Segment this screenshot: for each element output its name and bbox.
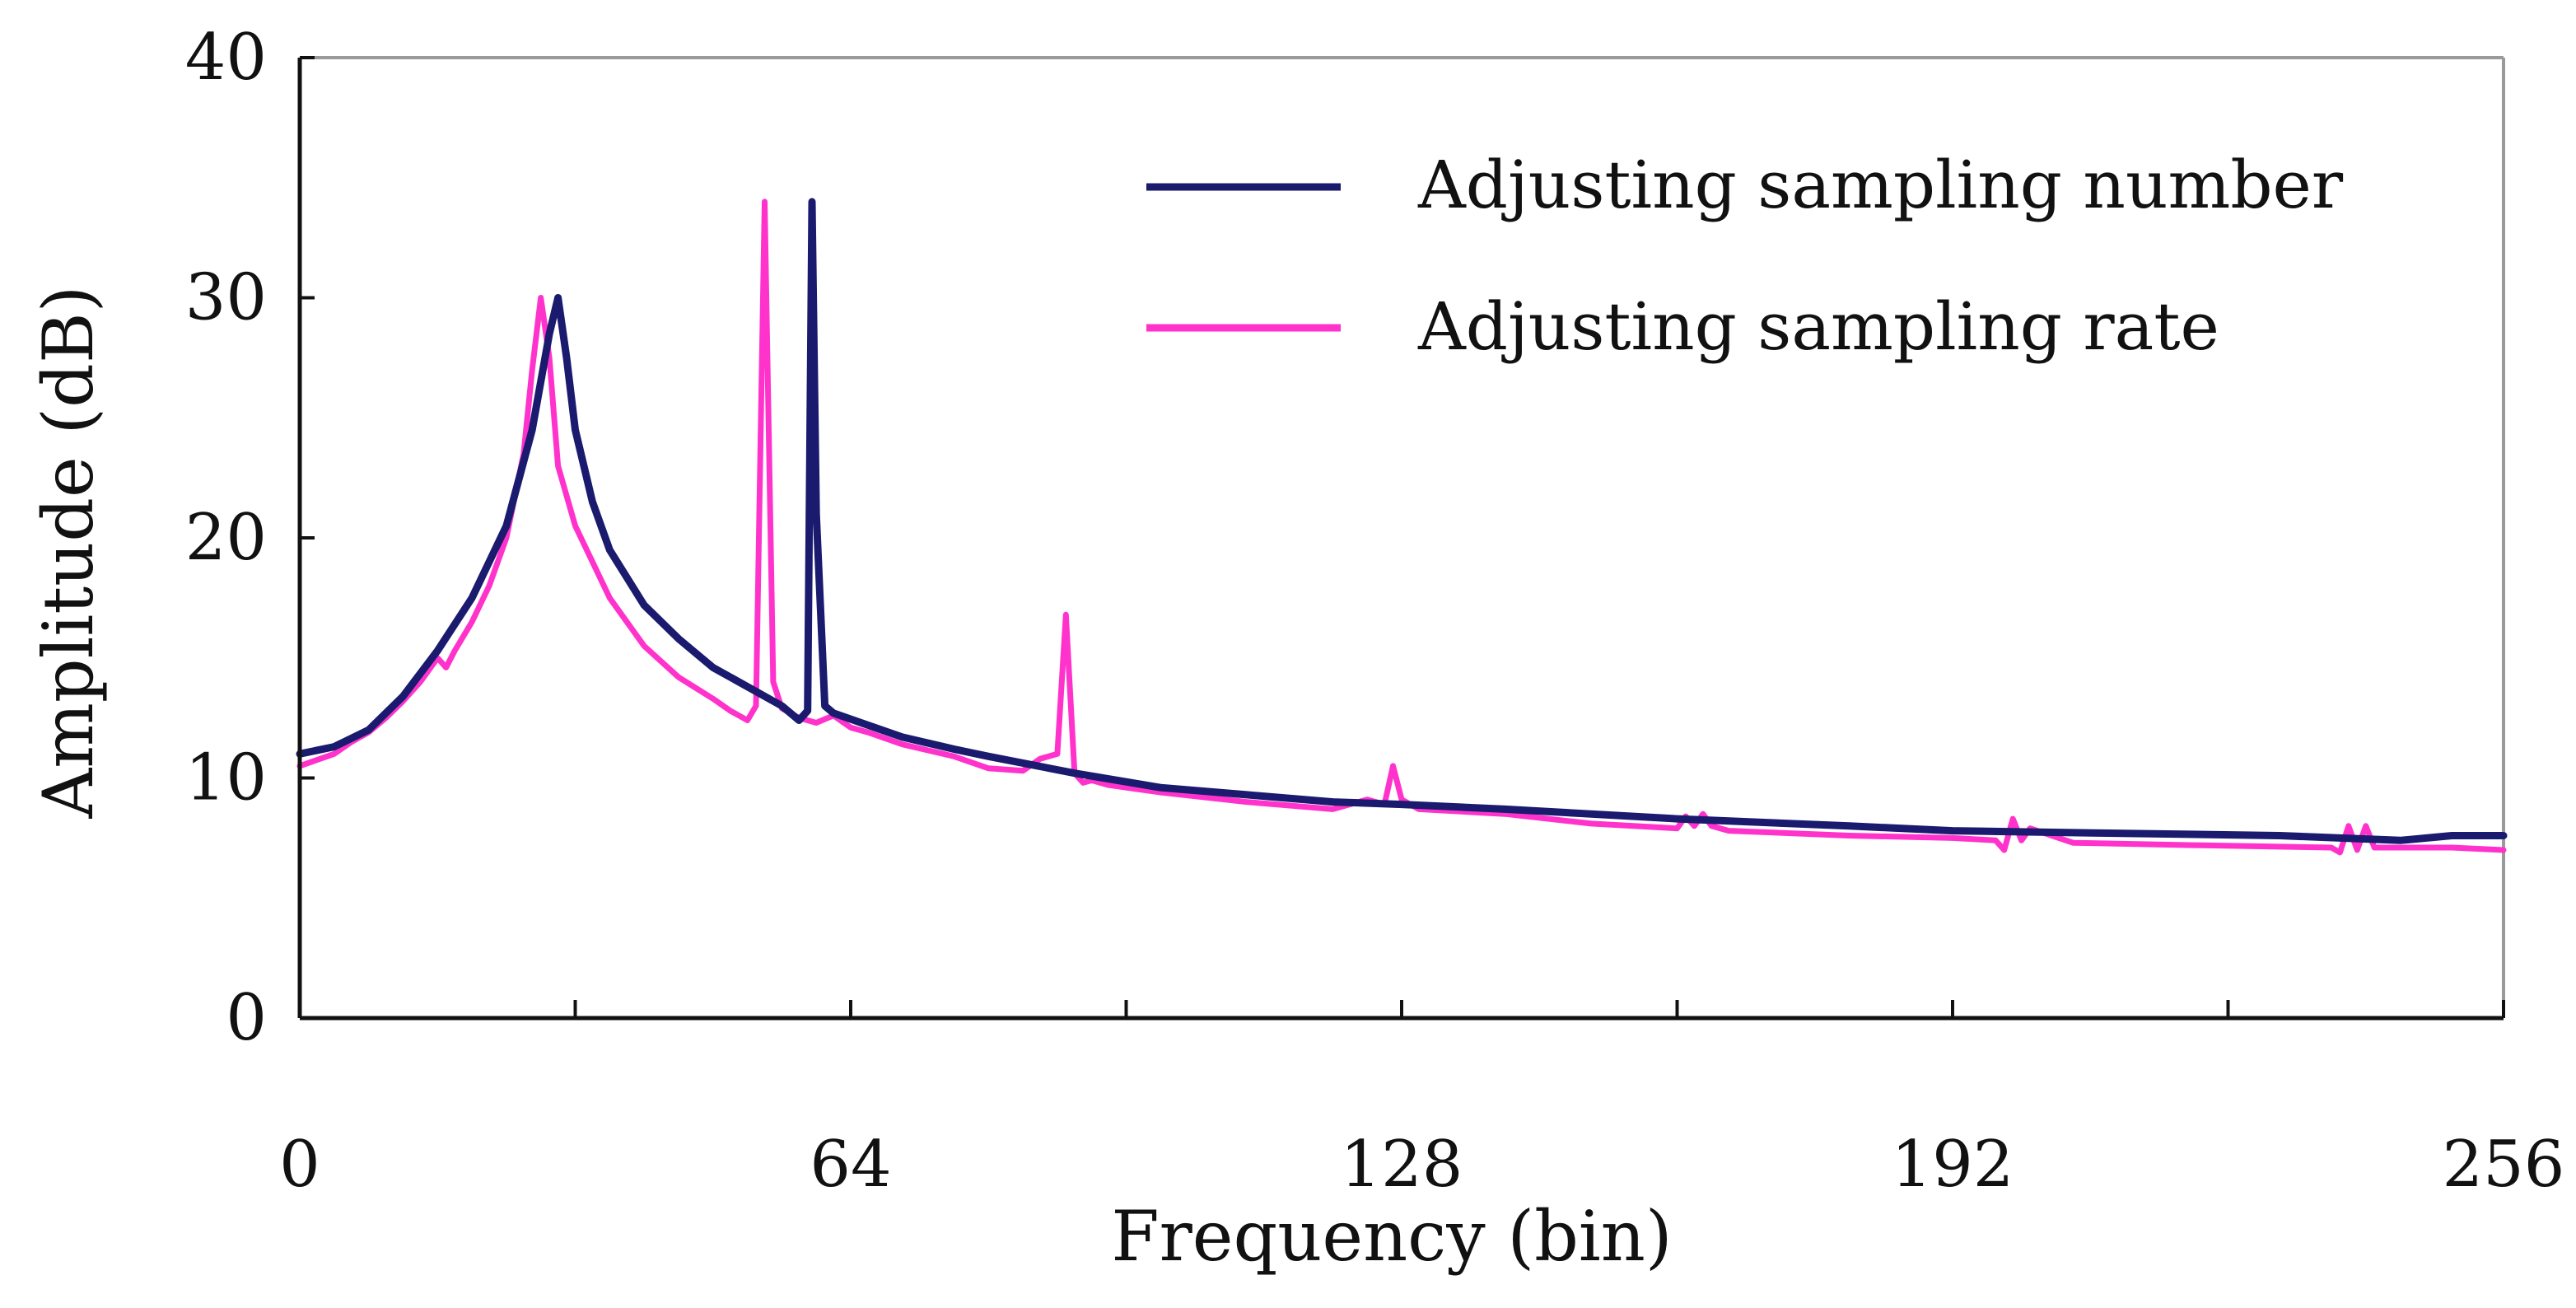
y-tick-label: 10	[185, 741, 267, 815]
x-tick-label: 64	[810, 1128, 891, 1202]
x-tick-label: 256	[2443, 1128, 2565, 1202]
legend-label-adjusting-sampling-rate: Adjusting sampling rate	[1417, 288, 2219, 365]
legend: Adjusting sampling number Adjusting samp…	[1146, 147, 2344, 365]
x-tick-label: 192	[1892, 1128, 2014, 1202]
x-axis-title: Frequency (bin)	[1111, 1196, 1672, 1277]
series-line-adjusting-sampling-number	[296, 198, 2508, 844]
plot-frame	[300, 56, 2505, 1018]
legend-label-adjusting-sampling-number: Adjusting sampling number	[1417, 147, 2344, 223]
y-tick-label: 20	[185, 501, 267, 575]
y-axis-title: Amplitude (dB)	[28, 286, 109, 820]
x-tick-label: 0	[279, 1128, 320, 1202]
axes-layer: 0 10 20 30 40 0 64 128 192 256	[185, 21, 2565, 1202]
y-tick-label: 0	[226, 981, 267, 1055]
y-tick-label: 40	[185, 21, 267, 95]
series-layer	[296, 198, 2508, 856]
y-tick-label: 30	[185, 261, 267, 335]
x-tick-label: 128	[1341, 1128, 1463, 1202]
